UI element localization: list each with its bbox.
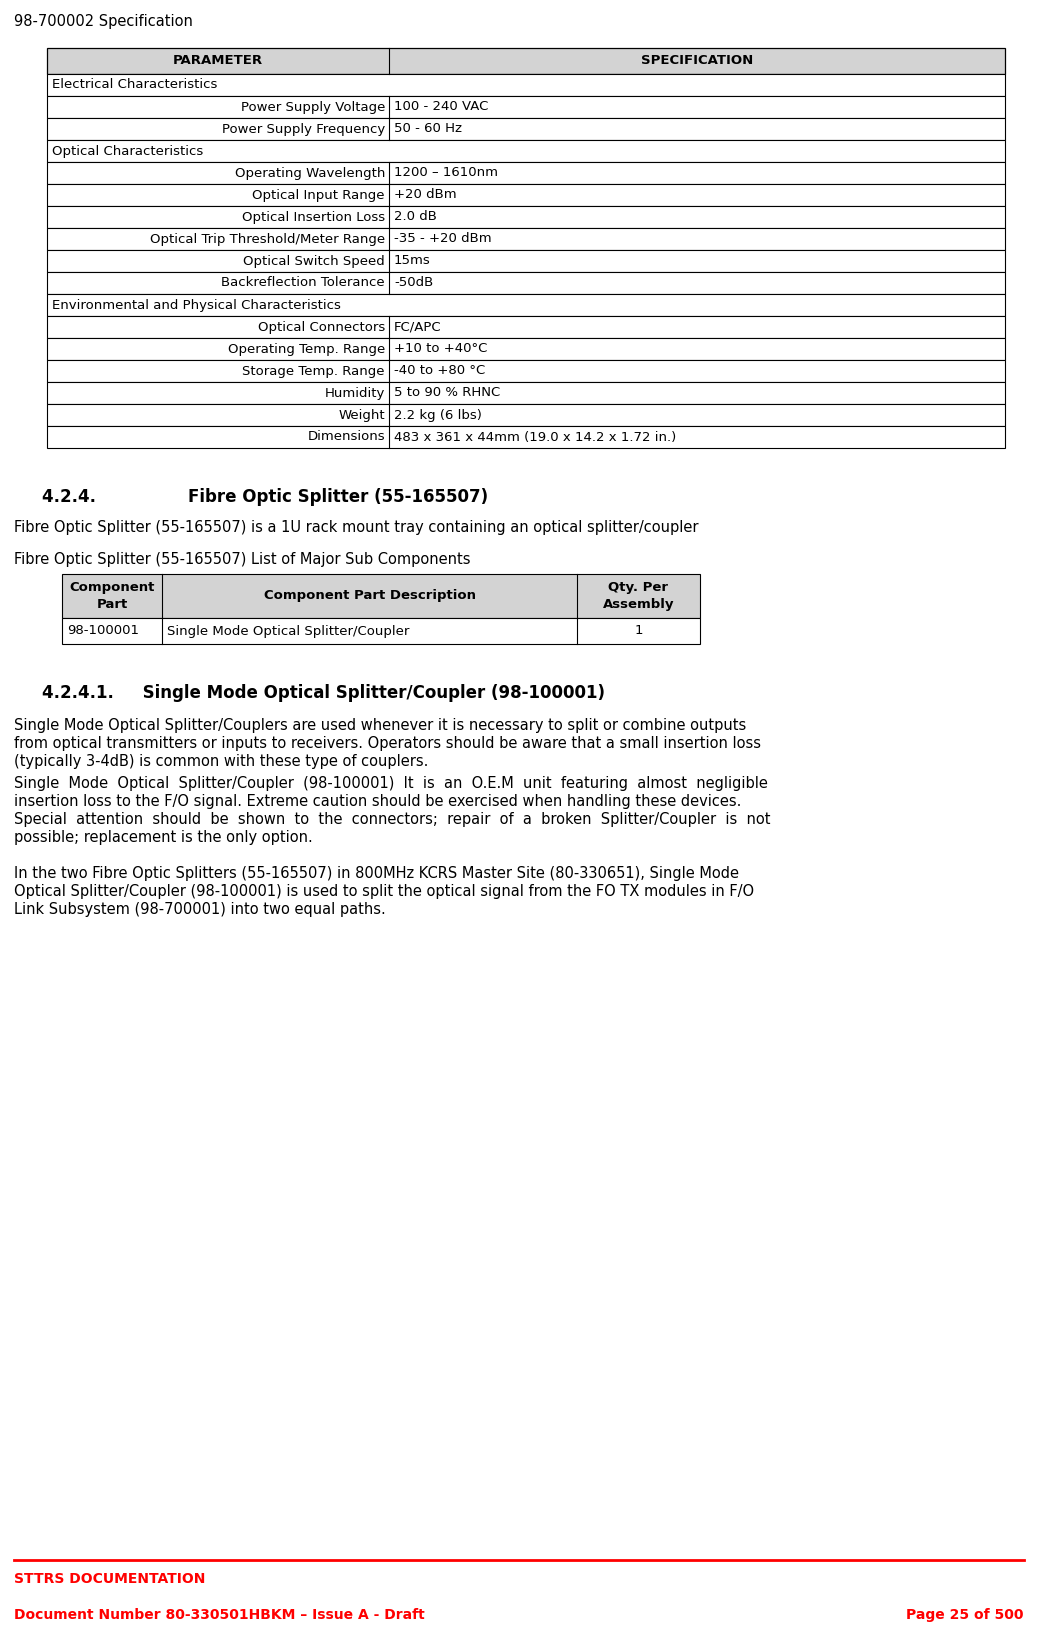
Text: Storage Temp. Range: Storage Temp. Range <box>243 365 385 377</box>
Text: 98-700002 Specification: 98-700002 Specification <box>13 15 193 29</box>
Text: -50dB: -50dB <box>394 277 433 290</box>
Text: Power Supply Frequency: Power Supply Frequency <box>222 123 385 136</box>
Bar <box>47 183 1005 206</box>
Text: +10 to +40°C: +10 to +40°C <box>394 342 488 355</box>
Bar <box>47 405 1005 426</box>
Text: Backreflection Tolerance: Backreflection Tolerance <box>221 277 385 290</box>
Text: 1200 – 1610nm: 1200 – 1610nm <box>394 167 498 180</box>
Bar <box>47 382 1005 405</box>
Text: Power Supply Voltage: Power Supply Voltage <box>241 100 385 113</box>
Bar <box>47 48 1005 74</box>
Bar <box>47 206 1005 228</box>
Text: 50 - 60 Hz: 50 - 60 Hz <box>394 123 462 136</box>
Text: SPECIFICATION: SPECIFICATION <box>640 54 754 67</box>
Bar <box>47 118 1005 139</box>
Text: from optical transmitters or inputs to receivers. Operators should be aware that: from optical transmitters or inputs to r… <box>13 735 761 750</box>
Bar <box>47 426 1005 449</box>
Text: insertion loss to the F/O signal. Extreme caution should be exercised when handl: insertion loss to the F/O signal. Extrem… <box>13 794 741 809</box>
Bar <box>47 293 1005 316</box>
Text: Dimensions: Dimensions <box>307 431 385 444</box>
Bar <box>47 139 1005 162</box>
Text: PARAMETER: PARAMETER <box>173 54 263 67</box>
Bar <box>62 618 700 644</box>
Text: Link Subsystem (98-700001) into two equal paths.: Link Subsystem (98-700001) into two equa… <box>13 903 386 917</box>
Text: 1: 1 <box>634 624 643 637</box>
Bar <box>47 228 1005 251</box>
Text: 2.2 kg (6 lbs): 2.2 kg (6 lbs) <box>394 408 482 421</box>
Text: -35 - +20 dBm: -35 - +20 dBm <box>394 233 492 246</box>
Text: Environmental and Physical Characteristics: Environmental and Physical Characteristi… <box>52 298 340 311</box>
Text: possible; replacement is the only option.: possible; replacement is the only option… <box>13 830 312 845</box>
Bar <box>47 337 1005 360</box>
Text: Qty. Per
Assembly: Qty. Per Assembly <box>603 581 675 611</box>
Text: 4.2.4.1.     Single Mode Optical Splitter/Coupler (98-100001): 4.2.4.1. Single Mode Optical Splitter/Co… <box>42 685 605 703</box>
Text: Page 25 of 500: Page 25 of 500 <box>906 1609 1025 1622</box>
Text: 5 to 90 % RHNC: 5 to 90 % RHNC <box>394 387 500 400</box>
Text: Optical Characteristics: Optical Characteristics <box>52 144 203 157</box>
Bar <box>47 162 1005 183</box>
Text: Operating Wavelength: Operating Wavelength <box>235 167 385 180</box>
Text: Single  Mode  Optical  Splitter/Coupler  (98-100001)  It  is  an  O.E.M  unit  f: Single Mode Optical Splitter/Coupler (98… <box>13 776 768 791</box>
Text: FC/APC: FC/APC <box>394 321 441 334</box>
Bar <box>47 360 1005 382</box>
Bar <box>62 573 700 618</box>
Text: Single Mode Optical Splitter/Couplers are used whenever it is necessary to split: Single Mode Optical Splitter/Couplers ar… <box>13 717 746 732</box>
Text: Optical Switch Speed: Optical Switch Speed <box>243 254 385 267</box>
Text: Optical Connectors: Optical Connectors <box>257 321 385 334</box>
Text: 2.0 dB: 2.0 dB <box>394 211 437 223</box>
Text: Electrical Characteristics: Electrical Characteristics <box>52 79 217 92</box>
Text: Optical Input Range: Optical Input Range <box>252 188 385 201</box>
Bar <box>47 316 1005 337</box>
Text: In the two Fibre Optic Splitters (55-165507) in 800MHz KCRS Master Site (80-3306: In the two Fibre Optic Splitters (55-165… <box>13 867 739 881</box>
Text: Component
Part: Component Part <box>70 581 155 611</box>
Bar <box>47 97 1005 118</box>
Text: Single Mode Optical Splitter/Coupler: Single Mode Optical Splitter/Coupler <box>167 624 409 637</box>
Text: 100 - 240 VAC: 100 - 240 VAC <box>394 100 488 113</box>
Text: -40 to +80 °C: -40 to +80 °C <box>394 365 485 377</box>
Text: Optical Trip Threshold/Meter Range: Optical Trip Threshold/Meter Range <box>149 233 385 246</box>
Text: Document Number 80-330501HBKM – Issue A - Draft: Document Number 80-330501HBKM – Issue A … <box>13 1609 425 1622</box>
Text: Optical Insertion Loss: Optical Insertion Loss <box>242 211 385 223</box>
Bar <box>47 74 1005 97</box>
Text: Fibre Optic Splitter (55-165507) is a 1U rack mount tray containing an optical s: Fibre Optic Splitter (55-165507) is a 1U… <box>13 519 699 536</box>
Text: Operating Temp. Range: Operating Temp. Range <box>227 342 385 355</box>
Text: 15ms: 15ms <box>394 254 431 267</box>
Text: 98-100001: 98-100001 <box>67 624 139 637</box>
Text: 4.2.4.                Fibre Optic Splitter (55-165507): 4.2.4. Fibre Optic Splitter (55-165507) <box>42 488 488 506</box>
Bar <box>47 272 1005 293</box>
Text: +20 dBm: +20 dBm <box>394 188 457 201</box>
Text: 483 x 361 x 44mm (19.0 x 14.2 x 1.72 in.): 483 x 361 x 44mm (19.0 x 14.2 x 1.72 in.… <box>394 431 676 444</box>
Text: Optical Splitter/Coupler (98-100001) is used to split the optical signal from th: Optical Splitter/Coupler (98-100001) is … <box>13 885 755 899</box>
Text: STTRS DOCUMENTATION: STTRS DOCUMENTATION <box>13 1572 206 1586</box>
Text: Humidity: Humidity <box>325 387 385 400</box>
Text: Weight: Weight <box>338 408 385 421</box>
Text: Special  attention  should  be  shown  to  the  connectors;  repair  of  a  brok: Special attention should be shown to the… <box>13 812 770 827</box>
Text: Component Part Description: Component Part Description <box>264 590 475 603</box>
Text: Fibre Optic Splitter (55-165507) List of Major Sub Components: Fibre Optic Splitter (55-165507) List of… <box>13 552 470 567</box>
Text: (typically 3-4dB) is common with these type of couplers.: (typically 3-4dB) is common with these t… <box>13 753 429 768</box>
Bar <box>47 251 1005 272</box>
